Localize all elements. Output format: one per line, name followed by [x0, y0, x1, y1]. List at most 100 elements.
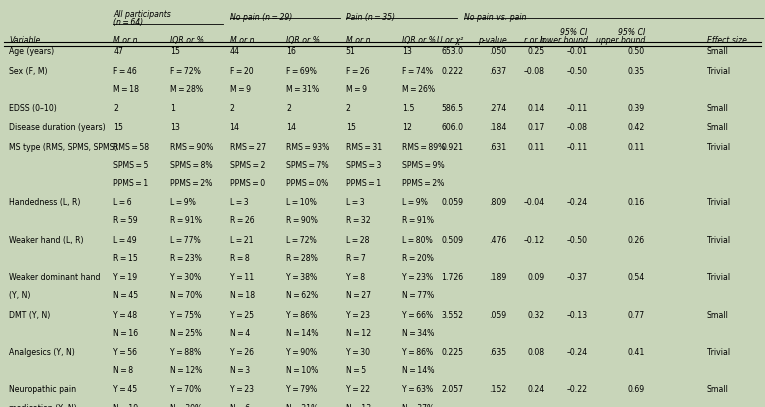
Text: RMS = 90%: RMS = 90%	[170, 142, 213, 152]
Text: L = 6: L = 6	[113, 198, 132, 207]
Text: SPMS = 5: SPMS = 5	[113, 161, 148, 170]
Text: .476: .476	[489, 236, 506, 245]
Text: R = 90%: R = 90%	[286, 216, 318, 225]
Text: 0.11: 0.11	[527, 142, 545, 152]
Text: (n = 64): (n = 64)	[113, 18, 143, 27]
Text: 3.552: 3.552	[441, 311, 464, 319]
Text: 95% CI: 95% CI	[560, 28, 588, 37]
Text: SPMS = 3: SPMS = 3	[346, 161, 381, 170]
Text: Analgesics (Y, N): Analgesics (Y, N)	[9, 348, 75, 357]
Text: N = 25%: N = 25%	[170, 328, 202, 338]
Text: Trivial: Trivial	[707, 273, 730, 282]
Text: N = 12: N = 12	[346, 328, 371, 338]
Text: 1: 1	[170, 104, 175, 113]
Text: F = 72%: F = 72%	[170, 66, 200, 76]
Text: R = 8: R = 8	[230, 254, 249, 263]
Text: Disease duration (years): Disease duration (years)	[9, 123, 106, 132]
Text: No pain vs. pain: No pain vs. pain	[464, 13, 526, 22]
Text: L = 10%: L = 10%	[286, 198, 317, 207]
Text: 0.059: 0.059	[441, 198, 464, 207]
Text: Y = 70%: Y = 70%	[170, 385, 201, 394]
Text: L = 9%: L = 9%	[402, 198, 428, 207]
Text: 51: 51	[346, 47, 356, 56]
Text: 14: 14	[230, 123, 239, 132]
Text: N = 8: N = 8	[113, 366, 133, 375]
Text: 0.39: 0.39	[628, 104, 645, 113]
Text: IQR or %: IQR or %	[170, 36, 203, 45]
Text: 0.25: 0.25	[528, 47, 545, 56]
Text: 2: 2	[286, 104, 291, 113]
Text: PPMS = 2%: PPMS = 2%	[170, 179, 212, 188]
Text: –0.11: –0.11	[566, 104, 588, 113]
Text: 0.11: 0.11	[627, 142, 645, 152]
Text: N = 34%: N = 34%	[402, 328, 435, 338]
Text: .050: .050	[490, 47, 506, 56]
Text: lower bound: lower bound	[539, 36, 588, 45]
Text: Y = 8: Y = 8	[346, 273, 365, 282]
Text: M = 28%: M = 28%	[170, 85, 203, 94]
Text: Weaker hand (L, R): Weaker hand (L, R)	[9, 236, 83, 245]
Text: N = 30%: N = 30%	[170, 403, 202, 407]
Text: Handedness (L, R): Handedness (L, R)	[9, 198, 80, 207]
Text: M = 26%: M = 26%	[402, 85, 435, 94]
Text: R = 26: R = 26	[230, 216, 254, 225]
Text: 0.26: 0.26	[628, 236, 645, 245]
Text: L = 9%: L = 9%	[170, 198, 196, 207]
Text: 0.41: 0.41	[627, 348, 645, 357]
Text: .809: .809	[490, 198, 506, 207]
Text: M or n: M or n	[230, 36, 254, 45]
Text: Trivial: Trivial	[707, 236, 730, 245]
Text: PPMS = 1: PPMS = 1	[113, 179, 148, 188]
Text: 13: 13	[170, 123, 180, 132]
Text: .184: .184	[489, 123, 506, 132]
Text: 0.69: 0.69	[628, 385, 645, 394]
Text: Y = 25: Y = 25	[230, 311, 253, 319]
Text: RMS = 89%: RMS = 89%	[402, 142, 446, 152]
Text: N = 13: N = 13	[346, 403, 371, 407]
Text: R = 59: R = 59	[113, 216, 138, 225]
Text: 0.77: 0.77	[628, 311, 645, 319]
Text: N = 16: N = 16	[113, 328, 138, 338]
Text: R = 15: R = 15	[113, 254, 138, 263]
Text: .152: .152	[489, 385, 506, 394]
Text: M = 9: M = 9	[230, 85, 250, 94]
Text: 13: 13	[402, 47, 412, 56]
Text: Trivial: Trivial	[707, 348, 730, 357]
Text: R = 91%: R = 91%	[402, 216, 435, 225]
Text: PPMS = 0%: PPMS = 0%	[286, 179, 328, 188]
Text: IQR or %: IQR or %	[286, 36, 320, 45]
Text: N = 14%: N = 14%	[402, 366, 435, 375]
Text: Y = 79%: Y = 79%	[286, 385, 317, 394]
Text: Y = 75%: Y = 75%	[170, 311, 201, 319]
Text: upper bound: upper bound	[596, 36, 645, 45]
Text: N = 14%: N = 14%	[286, 328, 318, 338]
Text: Y = 86%: Y = 86%	[402, 348, 434, 357]
Text: Y = 11: Y = 11	[230, 273, 254, 282]
Text: Small: Small	[707, 123, 729, 132]
Text: Small: Small	[707, 385, 729, 394]
Text: Small: Small	[707, 311, 729, 319]
Text: Y = 26: Y = 26	[230, 348, 253, 357]
Text: 1.726: 1.726	[441, 273, 464, 282]
Text: Y = 30: Y = 30	[346, 348, 369, 357]
Text: .059: .059	[490, 311, 506, 319]
Text: Weaker dominant hand: Weaker dominant hand	[9, 273, 101, 282]
Text: Trivial: Trivial	[707, 142, 730, 152]
Text: .631: .631	[489, 142, 506, 152]
Text: –0.11: –0.11	[566, 142, 588, 152]
Text: Age (years): Age (years)	[9, 47, 54, 56]
Text: Variable: Variable	[9, 36, 41, 45]
Text: All participants: All participants	[113, 10, 171, 19]
Text: N = 19: N = 19	[113, 403, 138, 407]
Text: Y = 23%: Y = 23%	[402, 273, 434, 282]
Text: Y = 30%: Y = 30%	[170, 273, 201, 282]
Text: M = 18: M = 18	[113, 85, 139, 94]
Text: 0.08: 0.08	[528, 348, 545, 357]
Text: Effect size: Effect size	[707, 36, 747, 45]
Text: 0.17: 0.17	[527, 123, 545, 132]
Text: MS type (RMS, SPMS, SPMS): MS type (RMS, SPMS, SPMS)	[9, 142, 118, 152]
Text: Y = 23: Y = 23	[346, 311, 369, 319]
Text: .189: .189	[489, 273, 506, 282]
Text: SPMS = 2: SPMS = 2	[230, 161, 265, 170]
Text: 2.057: 2.057	[441, 385, 464, 394]
